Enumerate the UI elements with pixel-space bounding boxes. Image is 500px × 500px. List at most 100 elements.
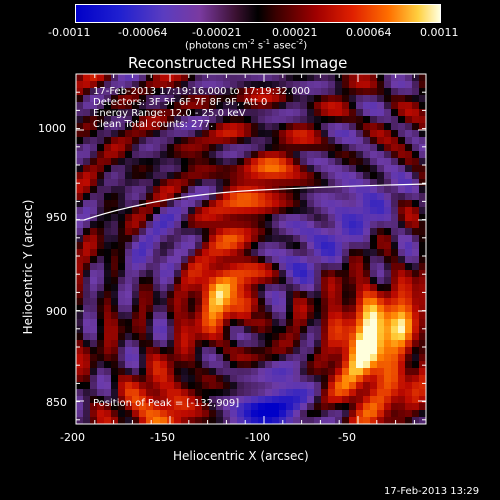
map-pixel xyxy=(132,270,140,278)
map-pixel xyxy=(209,410,217,418)
map-pixel xyxy=(230,277,238,285)
map-pixel xyxy=(244,270,252,278)
map-pixel xyxy=(335,130,343,138)
map-pixel xyxy=(258,319,266,327)
map-pixel xyxy=(342,298,350,306)
map-pixel xyxy=(111,186,119,194)
map-pixel xyxy=(237,172,245,180)
map-pixel xyxy=(300,333,308,341)
map-pixel xyxy=(223,123,231,131)
map-pixel xyxy=(132,172,140,180)
map-pixel xyxy=(209,123,217,131)
map-pixel xyxy=(167,207,175,215)
map-pixel xyxy=(146,361,154,369)
map-pixel xyxy=(419,228,426,236)
map-pixel xyxy=(83,172,91,180)
map-pixel xyxy=(202,298,210,306)
map-pixel xyxy=(104,158,112,166)
map-pixel xyxy=(167,375,175,383)
map-pixel xyxy=(314,326,322,334)
map-pixel xyxy=(321,228,329,236)
map-pixel xyxy=(223,305,231,313)
map-pixel xyxy=(111,396,119,404)
map-pixel xyxy=(356,123,364,131)
map-pixel xyxy=(76,165,84,173)
map-pixel xyxy=(174,368,182,376)
map-pixel xyxy=(265,382,273,390)
map-pixel xyxy=(188,123,196,131)
map-pixel xyxy=(209,340,217,348)
map-pixel xyxy=(356,144,364,152)
map-pixel xyxy=(279,319,287,327)
map-pixel xyxy=(181,200,189,208)
map-pixel xyxy=(174,361,182,369)
map-pixel xyxy=(286,298,294,306)
map-pixel xyxy=(118,228,126,236)
map-pixel xyxy=(377,410,385,418)
map-pixel xyxy=(160,375,168,383)
map-pixel xyxy=(181,319,189,327)
map-pixel xyxy=(377,151,385,159)
map-pixel xyxy=(153,88,161,96)
map-pixel xyxy=(342,277,350,285)
map-pixel xyxy=(237,410,245,418)
map-pixel xyxy=(160,116,168,124)
map-pixel xyxy=(153,130,161,138)
map-pixel xyxy=(195,214,203,222)
map-pixel xyxy=(76,382,84,390)
map-pixel xyxy=(398,102,406,110)
map-pixel xyxy=(132,144,140,152)
map-pixel xyxy=(363,179,371,187)
map-pixel xyxy=(188,179,196,187)
map-pixel xyxy=(188,270,196,278)
map-pixel xyxy=(90,109,98,117)
map-pixel xyxy=(307,144,315,152)
map-pixel xyxy=(391,95,399,103)
map-pixel xyxy=(76,256,84,264)
map-pixel xyxy=(419,389,426,397)
map-pixel xyxy=(181,186,189,194)
map-pixel xyxy=(153,277,161,285)
map-pixel xyxy=(363,81,371,89)
map-pixel xyxy=(111,319,119,327)
map-pixel xyxy=(132,228,140,236)
map-pixel xyxy=(139,368,147,376)
map-pixel xyxy=(97,207,105,215)
map-pixel xyxy=(174,312,182,320)
map-pixel xyxy=(132,186,140,194)
map-pixel xyxy=(209,179,217,187)
map-pixel xyxy=(90,130,98,138)
map-pixel xyxy=(167,403,175,411)
map-pixel xyxy=(195,158,203,166)
map-pixel xyxy=(405,249,413,257)
map-pixel xyxy=(342,305,350,313)
map-pixel xyxy=(391,249,399,257)
map-pixel xyxy=(244,389,252,397)
map-pixel xyxy=(97,347,105,355)
map-pixel xyxy=(363,361,371,369)
map-pixel xyxy=(251,298,259,306)
map-pixel xyxy=(307,389,315,397)
map-pixel xyxy=(356,340,364,348)
map-pixel xyxy=(314,242,322,250)
map-pixel xyxy=(398,291,406,299)
map-pixel xyxy=(300,95,308,103)
map-pixel xyxy=(139,144,147,152)
map-pixel xyxy=(356,235,364,243)
map-pixel xyxy=(209,319,217,327)
map-pixel xyxy=(230,298,238,306)
map-pixel xyxy=(377,228,385,236)
map-pixel xyxy=(167,347,175,355)
map-pixel xyxy=(265,256,273,264)
map-pixel xyxy=(244,130,252,138)
map-pixel xyxy=(237,179,245,187)
map-pixel xyxy=(300,382,308,390)
map-pixel xyxy=(265,235,273,243)
map-pixel xyxy=(244,74,252,82)
map-pixel xyxy=(188,81,196,89)
map-pixel xyxy=(97,221,105,229)
map-pixel xyxy=(174,319,182,327)
map-pixel xyxy=(335,361,343,369)
map-pixel xyxy=(244,319,252,327)
map-pixel xyxy=(111,200,119,208)
